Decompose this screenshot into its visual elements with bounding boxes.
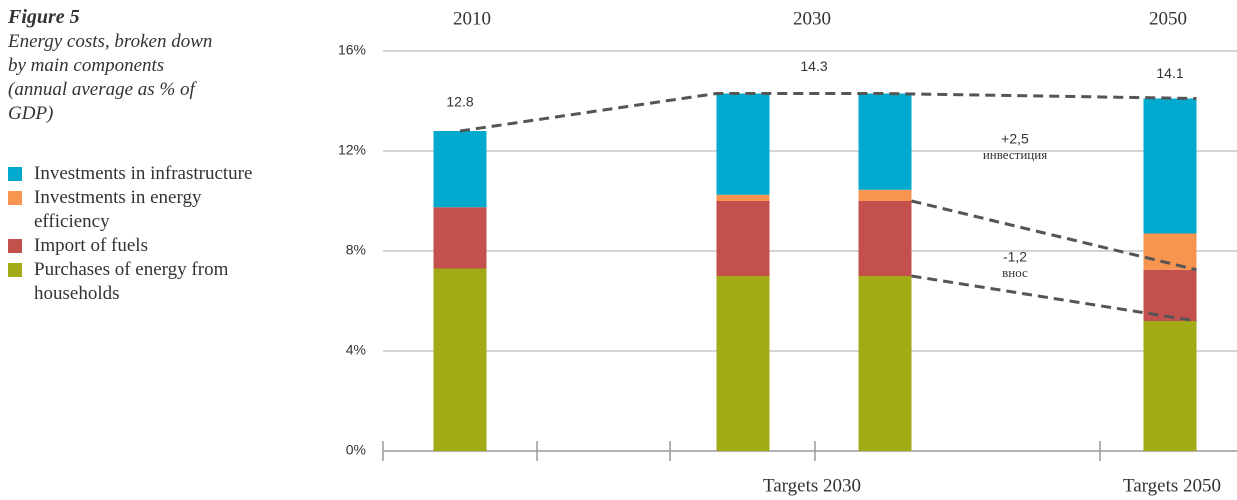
connector-line bbox=[911, 199, 1197, 272]
group-label: 2030 bbox=[793, 8, 831, 29]
bar-segment bbox=[716, 201, 770, 276]
group-label: 2050 bbox=[1149, 8, 1187, 29]
bar-segment bbox=[858, 276, 912, 451]
group-label: 2010 bbox=[453, 8, 491, 29]
subtitle: Energy costs, broken down by main compone… bbox=[8, 30, 278, 126]
y-tick-label: 0% bbox=[346, 442, 366, 458]
group-label: Targets 2050 bbox=[1123, 475, 1221, 496]
y-tick-label: 12% bbox=[338, 142, 366, 158]
bar-segment bbox=[858, 201, 912, 276]
legend-label: Purchases of energy from households bbox=[34, 259, 229, 304]
bar-segment bbox=[1143, 321, 1197, 451]
annotation-value: -1,2 bbox=[1003, 249, 1027, 265]
chart-title: Figure 5 bbox=[8, 6, 80, 28]
bar-segment bbox=[1143, 233, 1197, 270]
side-panel: Figure 5 Energy costs, broken down by mai… bbox=[8, 4, 278, 306]
legend-item: Investments in energy efficiency bbox=[8, 186, 274, 234]
y-tick-label: 8% bbox=[346, 242, 366, 258]
annotation-label: инвестиция bbox=[983, 147, 1047, 162]
subtitle-line: by main components bbox=[8, 55, 165, 76]
total-label: 14.3 bbox=[800, 58, 827, 74]
total-label: 12.8 bbox=[446, 94, 473, 110]
bar-segment bbox=[716, 93, 770, 195]
connector-line bbox=[459, 92, 1197, 133]
subtitle-line: Energy costs, broken down bbox=[8, 31, 213, 52]
total-label: 14.1 bbox=[1156, 65, 1183, 81]
group-label: Targets 2030 bbox=[763, 475, 861, 496]
bar-segment bbox=[1143, 98, 1197, 234]
y-tick-label: 16% bbox=[338, 42, 366, 58]
annotation-label: внос bbox=[1002, 265, 1028, 280]
bar-segment bbox=[433, 131, 487, 208]
bar-segment bbox=[433, 268, 487, 451]
connector-line bbox=[911, 274, 1197, 323]
legend-swatch bbox=[8, 263, 22, 277]
legend-label: Import of fuels bbox=[34, 235, 148, 256]
legend: Investments in infrastructure Investments… bbox=[8, 162, 278, 306]
bar-segment bbox=[716, 276, 770, 451]
subtitle-line: GDP) bbox=[8, 103, 54, 124]
legend-item: Purchases of energy from households bbox=[8, 258, 274, 306]
bar-segment bbox=[1143, 269, 1197, 321]
legend-label: Investments in energy efficiency bbox=[34, 187, 202, 232]
legend-item: Investments in infrastructure bbox=[8, 162, 274, 186]
bar-segment bbox=[433, 207, 487, 269]
x-axis bbox=[382, 441, 1237, 461]
legend-swatch bbox=[8, 191, 22, 205]
y-tick-label: 4% bbox=[346, 342, 366, 358]
bar-segment bbox=[716, 194, 770, 201]
bar-segment bbox=[858, 189, 912, 201]
bar-segment bbox=[858, 93, 912, 190]
legend-label: Investments in infrastructure bbox=[34, 163, 253, 184]
legend-swatch bbox=[8, 239, 22, 253]
legend-item: Import of fuels bbox=[8, 234, 274, 258]
legend-swatch bbox=[8, 167, 22, 181]
annotation-value: +2,5 bbox=[1001, 131, 1029, 147]
subtitle-line: (annual average as % of bbox=[8, 79, 195, 100]
